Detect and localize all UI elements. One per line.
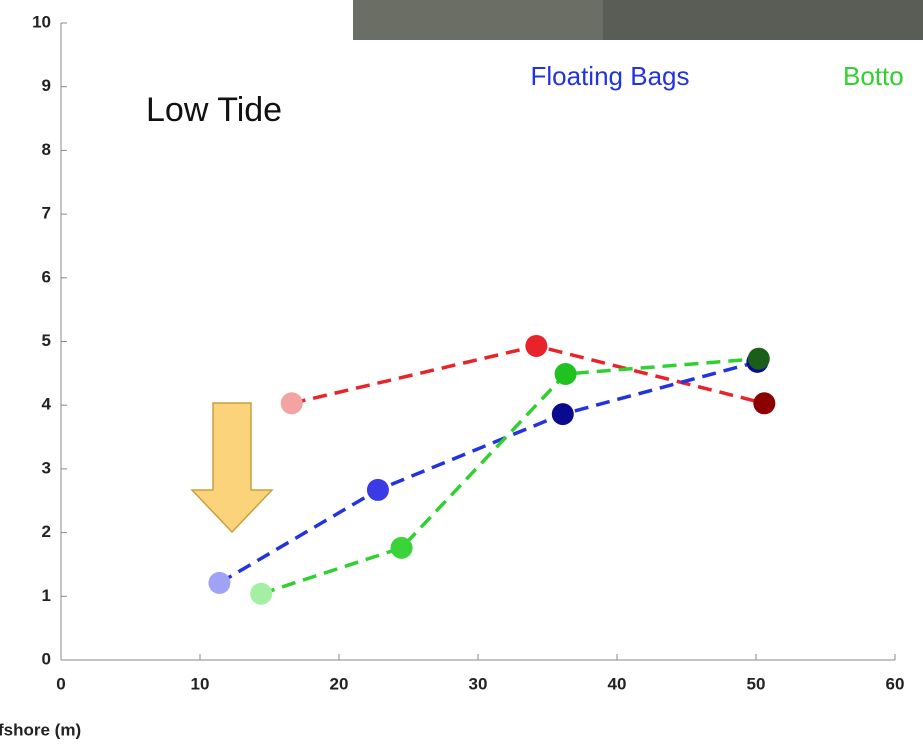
legend-label: Floating Bags [531,61,690,91]
x-tick-label: 40 [608,674,627,693]
series-line [291,344,765,405]
point [250,582,273,605]
point [747,347,770,370]
point [208,571,231,594]
y-tick-label: 4 [42,395,52,414]
photo-shade [353,0,603,40]
series-line [260,356,759,596]
point [390,536,413,559]
point [554,362,577,385]
x-tick-label: 60 [886,674,905,693]
x-axis-label: fshore (m) [0,720,81,739]
y-tick-label: 1 [42,586,51,605]
annotation: Low Tide [146,91,282,129]
y-tick-label: 7 [42,204,51,223]
x-tick-label: 50 [747,674,766,693]
point [551,403,574,426]
x-tick-label: 0 [56,674,65,693]
y-tick-label: 8 [42,140,51,159]
x-tick-label: 10 [191,674,210,693]
x-tick-label: 20 [330,674,349,693]
series-line [218,360,758,585]
y-tick-label: 5 [42,331,51,350]
legend-label: Botto [843,61,904,91]
point [753,392,776,415]
point [366,478,389,501]
y-tick-label: 0 [42,649,51,668]
x-tick-label: 30 [469,674,488,693]
y-tick-label: 2 [42,522,51,541]
y-tick-label: 9 [42,76,51,95]
y-tick-label: 10 [32,12,51,31]
point [280,392,303,415]
y-tick-label: 6 [42,267,51,286]
arrow [190,402,274,534]
y-tick-label: 3 [42,458,51,477]
point [525,334,548,357]
